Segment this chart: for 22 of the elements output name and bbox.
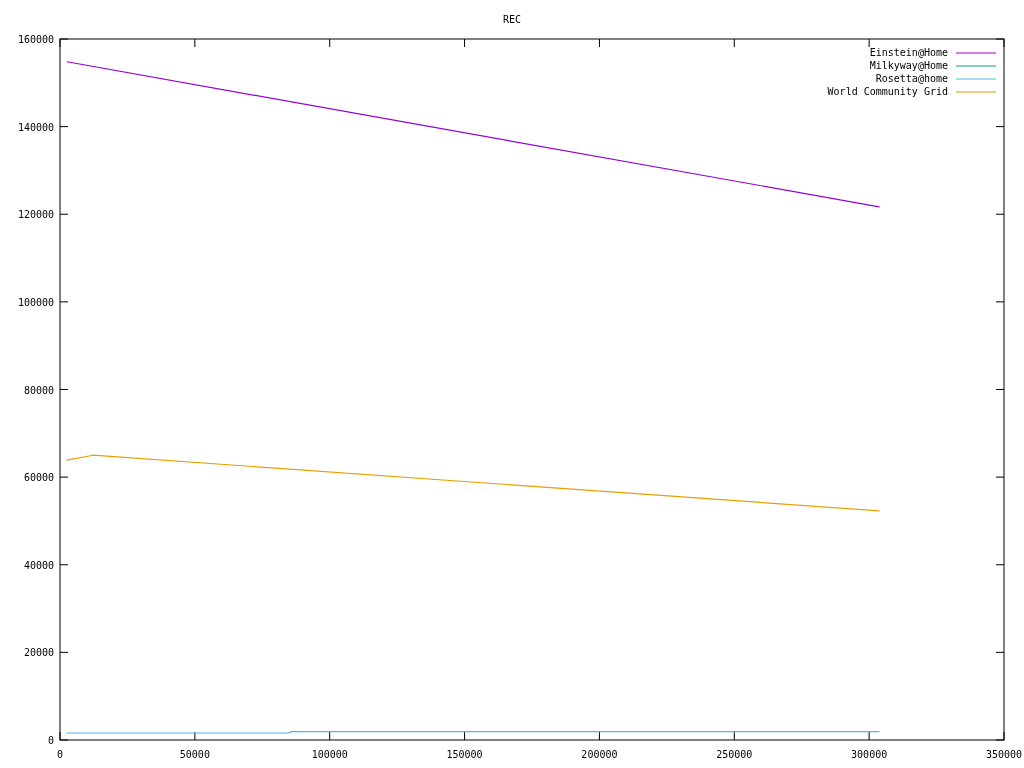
y-tick-label: 140000 [17,121,54,133]
x-tick-label: 200000 [581,749,618,760]
y-tick-label: 80000 [23,384,54,396]
y-tick-label: 0 [47,735,54,746]
y-tick-label: 20000 [23,647,54,659]
legend-label: Rosetta@home [875,73,948,84]
x-tick-label: 50000 [179,749,210,760]
x-tick-label: 250000 [716,749,753,760]
legend-label: Einstein@Home [869,47,948,58]
legend-label: Milkyway@Home [869,60,948,71]
y-tick-label: 160000 [17,34,54,45]
y-tick-label: 40000 [23,559,54,571]
chart-title: REC [502,14,522,25]
legend-label: World Community Grid [827,86,948,97]
x-tick-label: 300000 [851,749,888,760]
y-tick-label: 100000 [17,296,54,308]
x-tick-label: 100000 [311,749,348,760]
x-tick-label: 350000 [985,749,1023,760]
x-tick-label: 0 [56,749,64,760]
y-tick-label: 60000 [23,472,54,484]
y-tick-label: 120000 [17,209,54,221]
x-tick-label: 150000 [446,749,483,760]
